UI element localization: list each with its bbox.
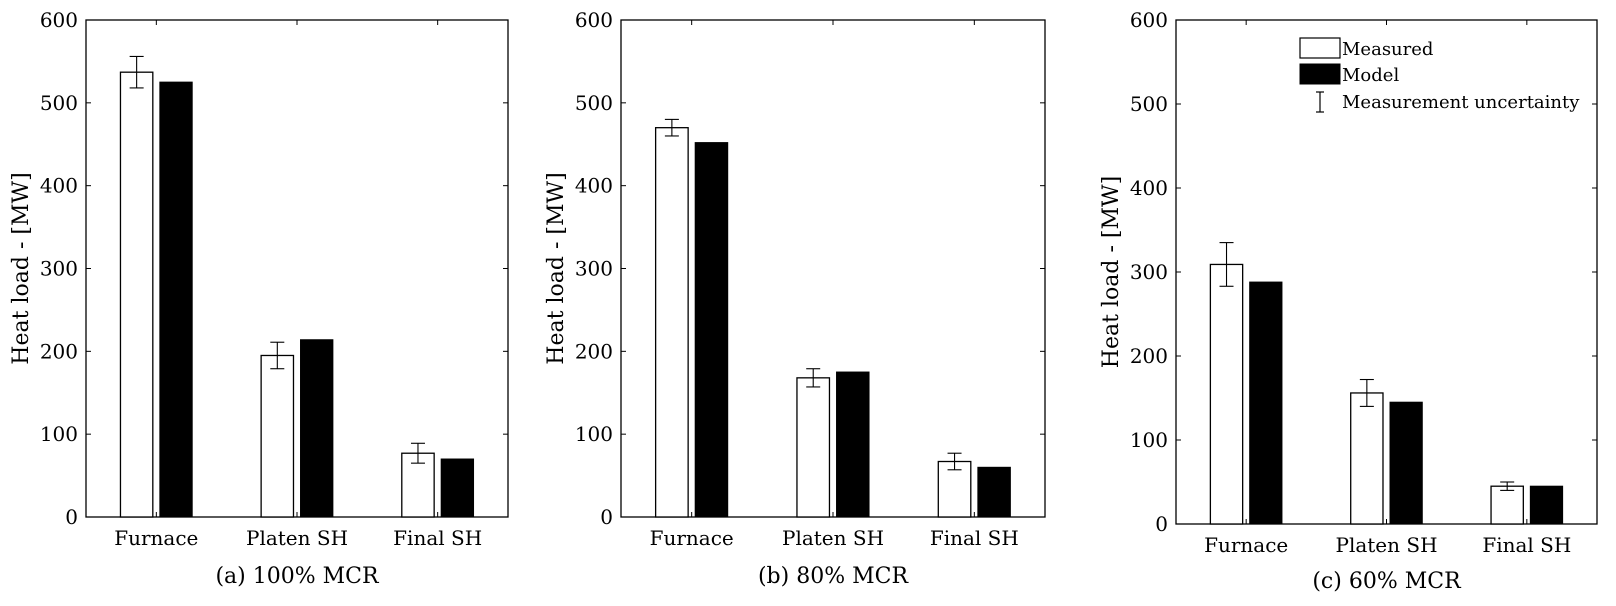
bar-measured-0 (654, 127, 689, 518)
x-category-label: Final SH (930, 526, 1019, 550)
bar-model-0 (159, 81, 193, 518)
bar-measured-2 (1490, 485, 1524, 525)
y-axis-label: Heat load - [MW] (9, 172, 34, 364)
legend-swatch-measured (1299, 37, 1341, 59)
bar-model-1 (836, 371, 870, 518)
y-tick-label: 600 (40, 8, 78, 32)
y-tick-label: 500 (1130, 92, 1168, 116)
legend-label-model: Model (1342, 65, 1399, 86)
legend-swatch-model (1299, 63, 1341, 85)
y-tick-label: 400 (1130, 176, 1168, 200)
y-tick-label: 600 (575, 8, 613, 32)
bar-measured-2 (401, 452, 435, 518)
bar-measured-2 (937, 460, 972, 518)
bar-measured-0 (1209, 263, 1244, 525)
bar-model-0 (1249, 281, 1283, 525)
y-tick-label: 100 (40, 422, 78, 446)
x-category-label: Platen SH (246, 526, 348, 550)
y-axis-label: Heat load - [MW] (1099, 176, 1124, 368)
y-tick-label: 100 (575, 422, 613, 446)
y-tick-label: 200 (1130, 344, 1168, 368)
bar-measured-0 (119, 71, 154, 518)
x-category-label: Final SH (393, 526, 482, 550)
y-tick-label: 0 (600, 505, 613, 529)
bar-model-2 (1529, 485, 1564, 525)
x-category-label: Final SH (1482, 533, 1571, 557)
bar-measured-1 (796, 377, 831, 518)
bar-model-1 (300, 339, 334, 518)
panel-caption: (b) 80% MCR (758, 564, 909, 589)
legend-label-uncertainty: Measurement uncertainty (1342, 92, 1580, 113)
y-tick-label: 200 (575, 339, 613, 363)
y-tick-label: 300 (1130, 260, 1168, 284)
y-tick-label: 400 (575, 174, 613, 198)
bar-model-2 (977, 466, 1011, 518)
y-tick-label: 300 (40, 257, 78, 281)
bar-measured-1 (260, 354, 295, 518)
y-axis-label: Heat load - [MW] (544, 172, 569, 364)
y-tick-label: 200 (40, 339, 78, 363)
x-category-label: Furnace (1204, 533, 1288, 557)
x-category-label: Furnace (650, 526, 734, 550)
x-category-label: Platen SH (1335, 533, 1437, 557)
y-tick-label: 500 (40, 91, 78, 115)
y-tick-label: 0 (65, 505, 78, 529)
y-tick-label: 600 (1130, 8, 1168, 32)
y-tick-label: 400 (40, 174, 78, 198)
bar-measured-1 (1350, 392, 1384, 525)
y-tick-label: 500 (575, 91, 613, 115)
x-category-label: Platen SH (782, 526, 884, 550)
bar-model-2 (440, 458, 475, 518)
y-tick-label: 0 (1155, 512, 1168, 536)
x-category-label: Furnace (114, 526, 198, 550)
legend-label-measured: Measured (1342, 39, 1433, 60)
bar-model-1 (1389, 401, 1423, 525)
bar-model-0 (694, 142, 729, 518)
y-tick-label: 300 (575, 257, 613, 281)
panel-caption: (c) 60% MCR (1312, 569, 1462, 594)
panel-caption: (a) 100% MCR (215, 564, 380, 589)
y-tick-label: 100 (1130, 428, 1168, 452)
